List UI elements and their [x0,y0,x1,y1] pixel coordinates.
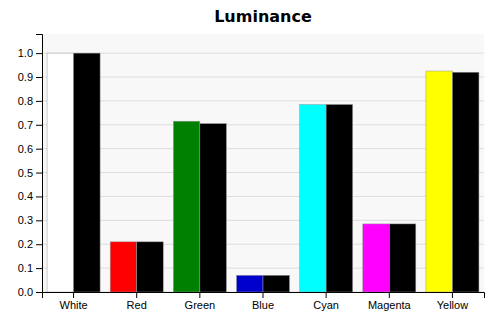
x-tick: Blue [252,292,274,311]
x-tick-mark [73,292,74,298]
x-tick: White [60,292,88,311]
plot: White Red Green Blue Cyan Magenta Yellow 0.0 0.1… [18,34,485,311]
y-tick-label: 0.0 [18,286,33,298]
grid [42,53,484,292]
y-tick: 0.8 [18,95,42,107]
grid-line [42,196,484,197]
bar [426,71,453,292]
chart: White Red Green Blue Cyan Magenta Yellow 0.0 0.1… [0,0,500,320]
y-tick-mark [36,220,42,221]
x-axis: White Red Green Blue Cyan Magenta Yellow [43,292,485,311]
y-tick-label: 0.5 [18,167,33,179]
x-tick-label: White [60,299,88,311]
grid-line [42,220,484,221]
y-tick-label: 0.6 [18,143,33,155]
x-tick: Green [185,292,216,311]
bar [452,72,479,292]
x-tick-label: Green [185,299,216,311]
y-tick-mark [36,77,42,78]
x-tick-label: Magenta [368,299,412,311]
y-tick-label: 1.0 [18,47,33,59]
bar [300,104,327,292]
grid-line [42,244,484,245]
y-tick-label: 0.1 [18,262,33,274]
x-tick-label: Cyan [313,299,339,311]
y-axis: 0.0 0.1 0.2 0.3 0.4 0.5 0.6 0.7 0.8 0.9 1.0 [18,35,43,299]
x-tick-mark [136,292,137,298]
bar-series [74,53,479,292]
bar [74,53,101,292]
y-tick: 0.1 [18,262,42,274]
grid-line [42,172,484,173]
y-tick-mark [36,196,42,197]
y-tick: 0.7 [18,119,42,131]
y-tick: 0.4 [18,190,42,202]
y-tick-mark [36,149,42,150]
x-tick-mark [263,292,264,298]
y-tick-label: 0.2 [18,238,33,250]
bar [236,275,263,292]
bar [47,53,74,292]
x-tick-mark [326,292,327,298]
x-tick: Cyan [313,292,339,311]
y-tick-mark [36,244,42,245]
y-tick-label: 0.9 [18,71,33,83]
y-tick-mark [36,268,42,269]
y-tick-label: 0.3 [18,214,33,226]
y-tick-label: 0.8 [18,95,33,107]
x-tick-label: Red [127,299,147,311]
x-axis-line [43,293,485,299]
grid-line [42,148,484,149]
x-tick-mark [199,292,200,298]
grid-line [42,53,484,54]
bar [363,224,390,292]
y-axis-line [36,35,43,293]
grid-line [42,77,484,78]
bar [137,242,164,292]
y-tick-label: 0.4 [18,190,33,202]
x-tick: Red [127,292,147,311]
y-tick-mark [36,125,42,126]
y-tick-mark [36,292,42,293]
y-tick: 0.3 [18,214,42,226]
x-tick-mark [389,292,390,298]
x-tick-mark [452,292,453,298]
bar-series [47,53,452,292]
bar [110,242,137,292]
y-tick-mark [36,173,42,174]
y-tick-mark [36,53,42,54]
grid-line [42,100,484,101]
x-tick-label: Yellow [437,299,468,311]
x-tick: Magenta [368,292,412,311]
y-tick: 0.5 [18,167,42,179]
y-tick-label: 0.7 [18,119,33,131]
bar [326,104,353,292]
y-tick-mark [36,101,42,102]
grid-line [42,268,484,269]
bar [263,275,290,292]
x-tick-label: Blue [252,299,274,311]
grid-line [42,124,484,125]
bars [47,53,479,292]
y-tick: 0.6 [18,143,42,155]
title: Luminance [214,7,312,26]
plot-background [42,34,484,292]
y-tick: 0.2 [18,238,42,250]
y-tick: 0.9 [18,71,42,83]
y-tick: 0.0 [18,286,42,298]
y-tick: 1.0 [18,47,42,59]
bar [173,121,200,292]
bar [389,224,416,292]
bar [200,124,227,292]
x-tick: Yellow [437,292,468,311]
